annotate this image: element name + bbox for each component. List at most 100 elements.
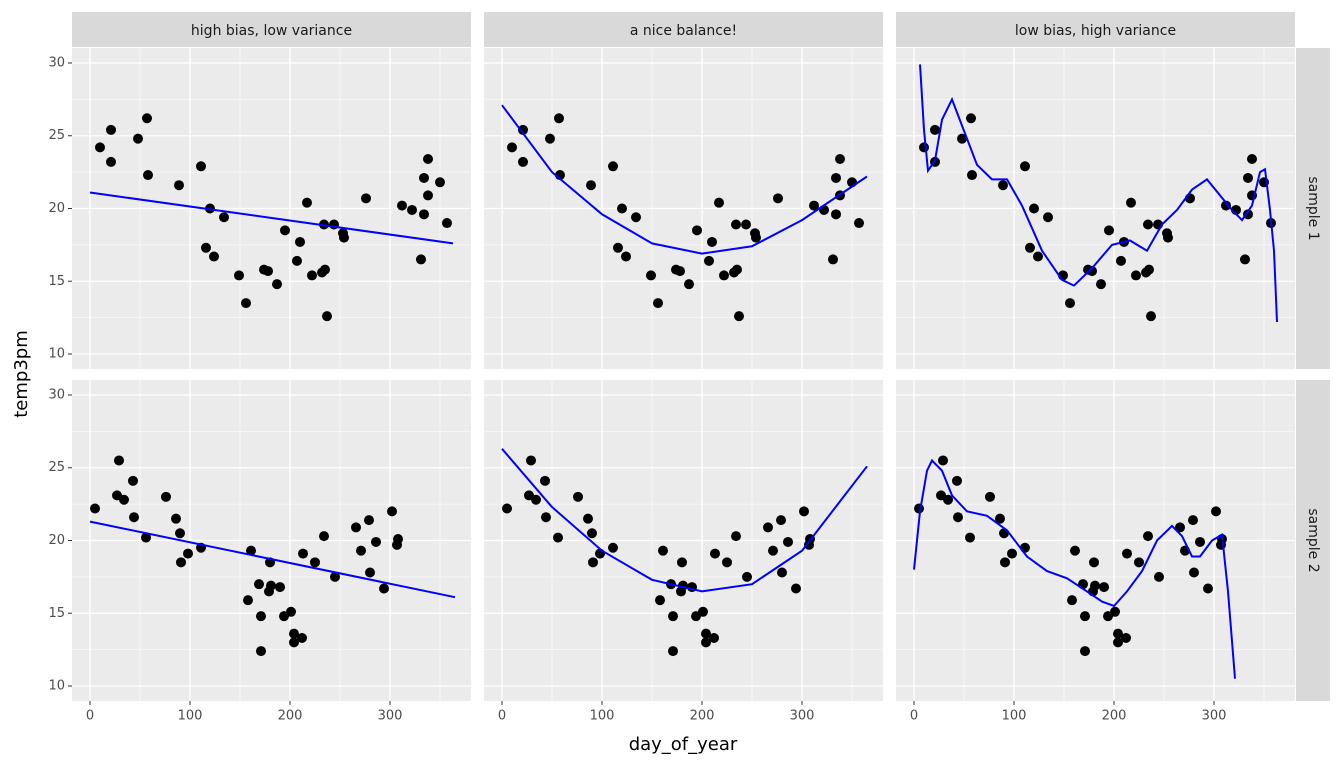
data-point xyxy=(828,254,838,265)
data-point xyxy=(741,219,751,230)
data-point xyxy=(1096,279,1106,290)
y-tick-label: 20 xyxy=(48,533,65,548)
data-point xyxy=(356,545,366,556)
data-point xyxy=(1126,197,1136,208)
data-point xyxy=(254,579,264,590)
facet-label: high bias, low variance xyxy=(191,23,352,39)
facet-strip xyxy=(896,12,1295,47)
y-tick-label: 25 xyxy=(48,128,65,143)
data-point xyxy=(714,197,724,208)
data-point xyxy=(297,632,307,643)
data-point xyxy=(256,646,266,657)
data-point xyxy=(704,255,714,266)
data-point xyxy=(998,180,1008,191)
data-point xyxy=(295,236,305,247)
x-tick-label: 200 xyxy=(278,709,303,724)
data-point xyxy=(768,545,778,556)
y-tick-label: 20 xyxy=(48,201,65,216)
data-point xyxy=(1216,539,1226,550)
data-point xyxy=(1188,515,1198,526)
data-point xyxy=(1080,611,1090,622)
data-point xyxy=(106,156,116,167)
data-point xyxy=(175,528,185,539)
data-point xyxy=(985,491,995,502)
data-point xyxy=(256,611,266,622)
data-point xyxy=(407,204,417,215)
data-point xyxy=(583,513,593,524)
data-point xyxy=(731,531,741,542)
data-point xyxy=(219,212,229,223)
facet-strip xyxy=(1296,380,1330,701)
data-point xyxy=(804,539,814,550)
y-tick-label: 15 xyxy=(48,606,65,621)
data-point xyxy=(133,133,143,144)
data-point xyxy=(319,531,329,542)
data-point xyxy=(1087,266,1097,277)
data-point xyxy=(379,583,389,594)
data-point xyxy=(701,637,711,648)
data-point xyxy=(631,212,641,223)
data-point xyxy=(1043,212,1053,223)
data-point xyxy=(835,154,845,165)
data-point xyxy=(588,557,598,568)
data-point xyxy=(1240,254,1250,265)
data-point xyxy=(1154,571,1164,582)
data-point xyxy=(540,475,550,486)
data-point xyxy=(957,133,967,144)
data-point xyxy=(129,512,139,523)
data-point xyxy=(142,113,152,124)
data-point xyxy=(722,557,732,568)
data-point xyxy=(176,557,186,568)
data-point xyxy=(967,170,977,181)
data-point xyxy=(526,455,536,466)
data-point xyxy=(234,270,244,281)
data-point xyxy=(658,545,668,556)
data-point xyxy=(1029,203,1039,214)
fit-line xyxy=(913,458,1236,679)
data-point xyxy=(1070,545,1080,556)
data-point xyxy=(302,197,312,208)
data-point xyxy=(1007,548,1017,559)
data-point xyxy=(1146,311,1156,322)
data-point xyxy=(587,528,597,539)
data-point xyxy=(919,142,929,153)
x-tick-label: 300 xyxy=(790,709,815,724)
data-point xyxy=(799,506,809,517)
data-point xyxy=(201,242,211,253)
data-point xyxy=(709,632,719,643)
fit-line xyxy=(501,448,868,593)
data-point xyxy=(128,475,138,486)
data-point xyxy=(995,513,1005,524)
data-point xyxy=(854,218,864,229)
data-point xyxy=(310,557,320,568)
data-point xyxy=(330,571,340,582)
data-point xyxy=(776,515,786,526)
data-point xyxy=(1116,255,1126,266)
data-point xyxy=(1090,580,1100,591)
data-point xyxy=(1000,557,1010,568)
data-point xyxy=(573,491,583,502)
data-point xyxy=(831,209,841,220)
data-point xyxy=(621,251,631,262)
data-point xyxy=(361,193,371,204)
data-point xyxy=(90,503,100,514)
x-tick-label: 0 xyxy=(498,709,506,724)
data-point xyxy=(698,606,708,617)
data-point xyxy=(1163,232,1173,243)
facet-label: a nice balance! xyxy=(630,23,737,39)
data-point xyxy=(1020,161,1030,172)
data-point xyxy=(613,242,623,253)
data-point xyxy=(119,494,129,505)
data-point xyxy=(518,156,528,167)
data-point xyxy=(1243,209,1253,220)
data-point xyxy=(707,236,717,247)
data-point xyxy=(371,536,381,547)
data-point xyxy=(965,532,975,543)
data-point xyxy=(141,532,151,543)
data-point xyxy=(1113,637,1123,648)
data-point xyxy=(1099,582,1109,593)
data-point xyxy=(1143,219,1153,230)
data-point xyxy=(1175,522,1185,533)
data-point xyxy=(545,133,555,144)
